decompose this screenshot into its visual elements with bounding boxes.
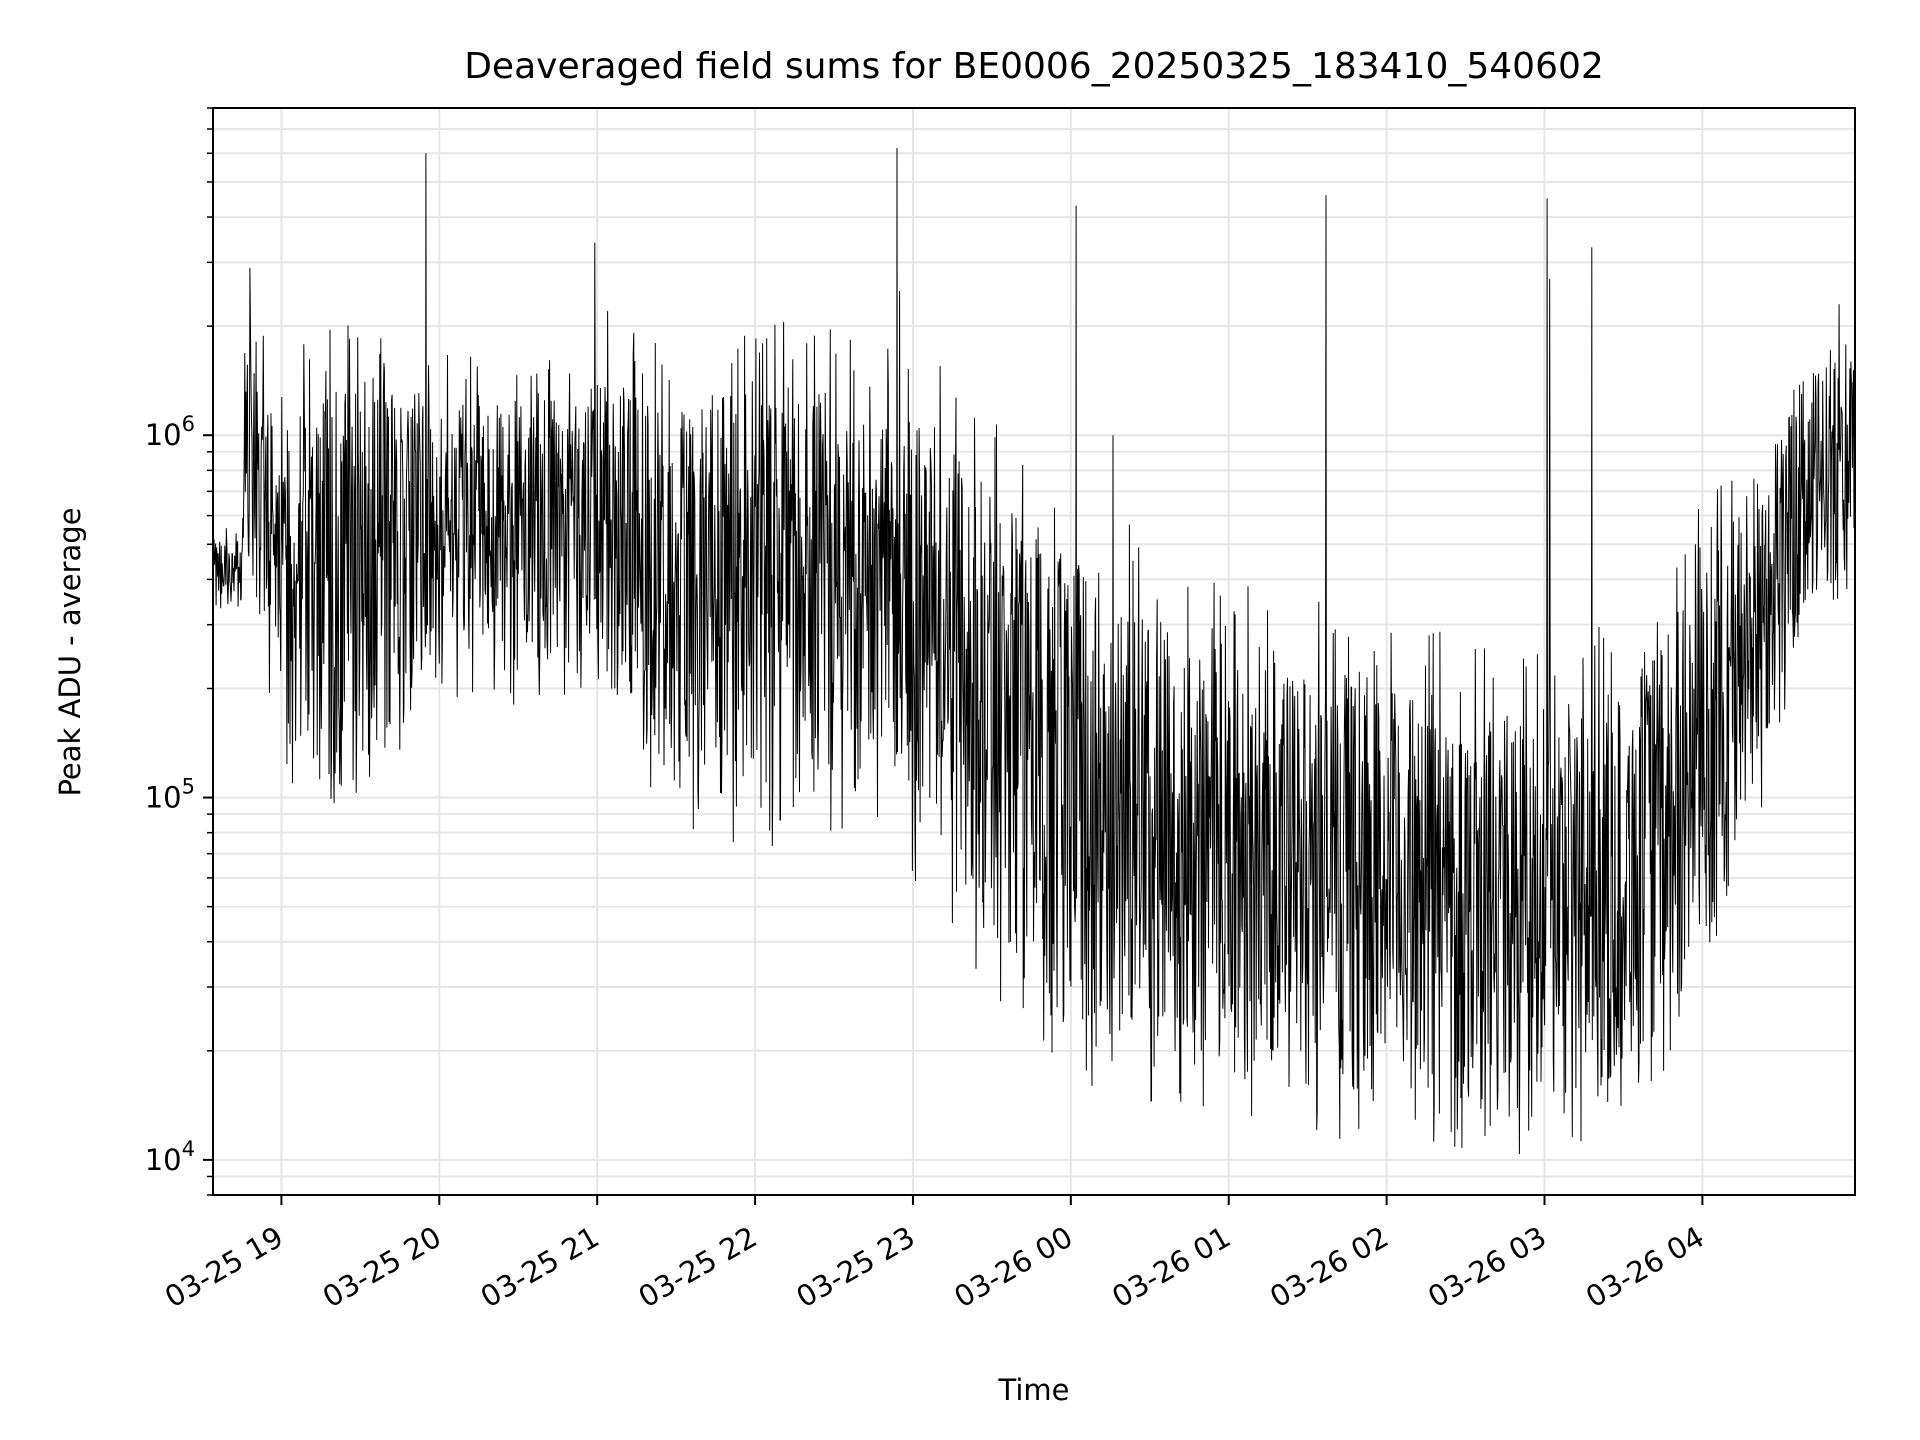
plot-frame [212, 107, 1856, 1196]
series-path [212, 148, 1856, 1155]
y-tick-label: 104 [145, 1137, 195, 1177]
y-tick-label: 105 [145, 775, 195, 815]
y-axis: 104 105 106 [145, 107, 213, 1196]
x-axis-label: Time [998, 1373, 1070, 1407]
series-line [212, 148, 1856, 1155]
y-tick-label: 106 [145, 412, 195, 452]
y-axis-label: Peak ADU - average [53, 507, 87, 796]
chart-title: Deaveraged field sums for BE0006_2025032… [464, 46, 1604, 87]
